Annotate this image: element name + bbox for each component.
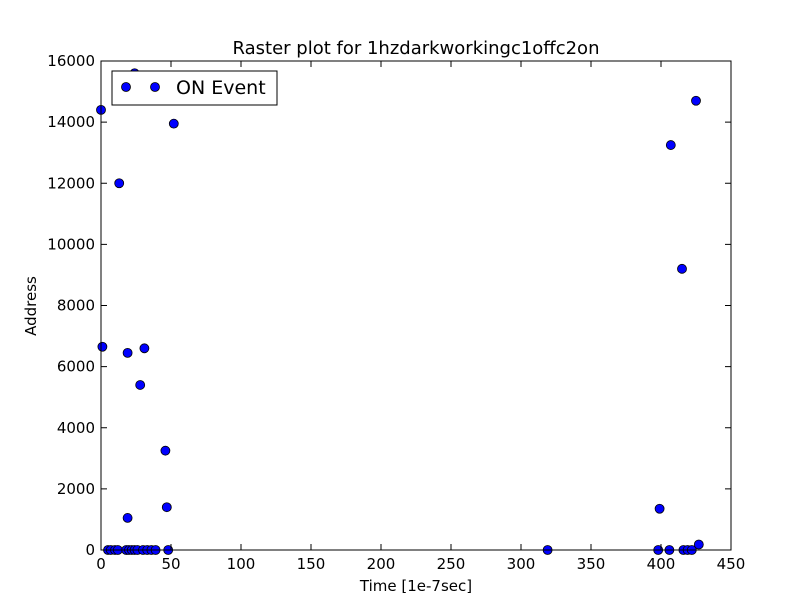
data-point-0-29: [665, 140, 676, 150]
y-tick-label-3: 6000: [57, 358, 95, 376]
legend-marker-1: [121, 82, 131, 92]
x-tick-label-0: 0: [96, 555, 106, 573]
data-points: [96, 68, 704, 555]
data-point-0-6: [114, 178, 125, 189]
data-point-0-15: [135, 380, 146, 390]
y-tick-label-4: 8000: [57, 297, 95, 315]
legend: ON Event: [111, 70, 278, 106]
x-tick-label-1: 50: [161, 555, 180, 573]
x-tick-label-7: 350: [577, 555, 606, 573]
data-point-0-9: [122, 513, 133, 523]
data-point-0-27: [654, 503, 665, 514]
y-axis-label: Address: [22, 276, 40, 336]
x-tick-label-2: 100: [227, 555, 256, 573]
x-tick-label-3: 150: [297, 555, 326, 573]
x-tick-label-6: 300: [507, 555, 536, 573]
x-axis-ticks: 0 50 100 150 200 250 300 350 400 450: [96, 61, 745, 573]
y-tick-label-0: 0: [85, 541, 95, 559]
data-point-0-35: [693, 539, 704, 550]
y-tick-label-7: 14000: [47, 113, 95, 131]
data-point-0-24: [168, 118, 179, 129]
x-tick-label-4: 200: [367, 555, 396, 573]
data-point-0-1: [97, 341, 108, 352]
x-tick-label-8: 400: [647, 555, 676, 573]
y-tick-label-1: 2000: [57, 480, 95, 498]
legend-box: [111, 70, 278, 106]
y-tick-label-8: 16000: [47, 52, 95, 70]
x-tick-label-5: 250: [437, 555, 466, 573]
data-point-0-8: [122, 347, 133, 358]
x-tick-label-9: 450: [717, 555, 746, 573]
y-tick-label-5: 10000: [47, 235, 95, 253]
data-point-0-34: [691, 95, 701, 106]
legend-label-on-event: ON Event: [176, 77, 266, 99]
legend-marker-2: [150, 82, 160, 92]
chart-title: Raster plot for 1hzdarkworkingc1offc2on: [233, 38, 600, 59]
data-point-0-21: [160, 445, 171, 456]
y-tick-label-6: 12000: [47, 174, 95, 192]
y-axis-ticks: 0 2000 4000 6000 8000 10000 12000 14000 16000: [47, 52, 731, 559]
data-point-0-22: [161, 502, 172, 513]
y-tick-label-2: 4000: [57, 419, 95, 437]
data-point-0-17: [139, 343, 150, 354]
x-axis-label: Time [1e-7sec]: [359, 577, 472, 595]
data-point-0-30: [677, 263, 687, 274]
plot-frame: [100, 60, 732, 551]
